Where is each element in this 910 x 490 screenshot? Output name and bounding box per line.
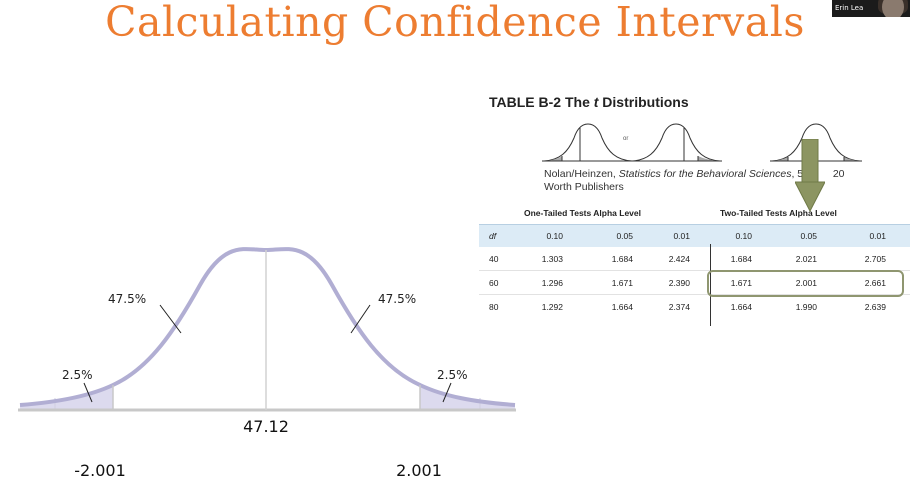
participant-face — [882, 0, 904, 17]
alpha-header: 0.01 — [869, 231, 886, 241]
df-cell: 60 — [489, 278, 499, 288]
table-row-highlighted: 60 1.296 1.671 2.390 1.671 2.001 2.661 — [479, 271, 910, 295]
df-header: df — [489, 231, 497, 241]
participant-name: Erin Lea — [835, 4, 864, 12]
slide-title: Calculating Confidence Intervals — [105, 0, 805, 46]
t-distribution-table: One-Tailed Tests Alpha Level Two-Tailed … — [479, 204, 910, 318]
or-label: or — [623, 136, 629, 142]
t-value-cell: 2.001 — [795, 278, 817, 288]
t-value-cell: 1.671 — [611, 278, 633, 288]
normal-curve-diagram: 47.5% 47.5% 2.5% 2.5% 47.12 -2.001 2.001 — [18, 247, 516, 480]
t-value-cell: 1.664 — [611, 302, 633, 312]
df60-highlight-box — [707, 270, 904, 297]
t-value-cell: 1.664 — [730, 302, 752, 312]
t-value-cell: 2.374 — [668, 302, 690, 312]
table-heading: TABLE B-2 The t Distributions — [489, 94, 689, 110]
alpha-group-header: One-Tailed Tests Alpha Level Two-Tailed … — [479, 204, 910, 224]
table-row: 80 1.292 1.664 2.374 1.664 1.990 2.639 — [479, 295, 910, 318]
t-value-cell: 1.990 — [795, 302, 817, 312]
t-value-cell: 2.639 — [864, 302, 886, 312]
distribution-icons — [542, 123, 862, 162]
t-value-cell: 1.296 — [541, 278, 563, 288]
t-value-cell: 1.671 — [730, 278, 752, 288]
t-value-cell: 1.684 — [611, 254, 633, 264]
df-cell: 40 — [489, 254, 499, 264]
table-row: 40 1.303 1.684 2.424 1.684 2.021 2.705 — [479, 247, 910, 271]
left-cutoff-label: -2.001 — [74, 461, 126, 480]
df-cell: 80 — [489, 302, 499, 312]
t-value-cell: 2.021 — [795, 254, 817, 264]
alpha-header: 0.05 — [616, 231, 633, 241]
t-value-cell: 1.303 — [541, 254, 563, 264]
down-arrow-icon — [795, 139, 825, 213]
t-value-cell: 2.424 — [668, 254, 690, 264]
alpha-header: 0.10 — [546, 231, 563, 241]
right-cutoff-label: 2.001 — [396, 461, 442, 480]
alpha-header-row: df 0.10 0.05 0.01 0.10 0.05 0.01 — [479, 224, 910, 247]
center-value-label: 47.12 — [243, 417, 289, 436]
alpha-header: 0.01 — [673, 231, 690, 241]
t-value-cell: 2.390 — [668, 278, 690, 288]
two-tailed-label: Two-Tailed Tests Alpha Level — [720, 208, 837, 218]
participant-video[interactable]: Erin Lea — [832, 0, 910, 17]
right-tail-pct-label: 2.5% — [437, 368, 468, 382]
one-tailed-label: One-Tailed Tests Alpha Level — [524, 208, 641, 218]
t-value-cell: 1.292 — [541, 302, 563, 312]
one-two-tailed-divider — [710, 244, 711, 326]
right-mid-pct-label: 47.5% — [378, 292, 416, 306]
t-value-cell: 1.684 — [730, 254, 752, 264]
alpha-header: 0.05 — [800, 231, 817, 241]
left-tail-pct-label: 2.5% — [62, 368, 93, 382]
t-value-cell: 2.661 — [864, 278, 886, 288]
left-mid-pct-label: 47.5% — [108, 292, 146, 306]
alpha-header: 0.10 — [735, 231, 752, 241]
t-value-cell: 2.705 — [864, 254, 886, 264]
